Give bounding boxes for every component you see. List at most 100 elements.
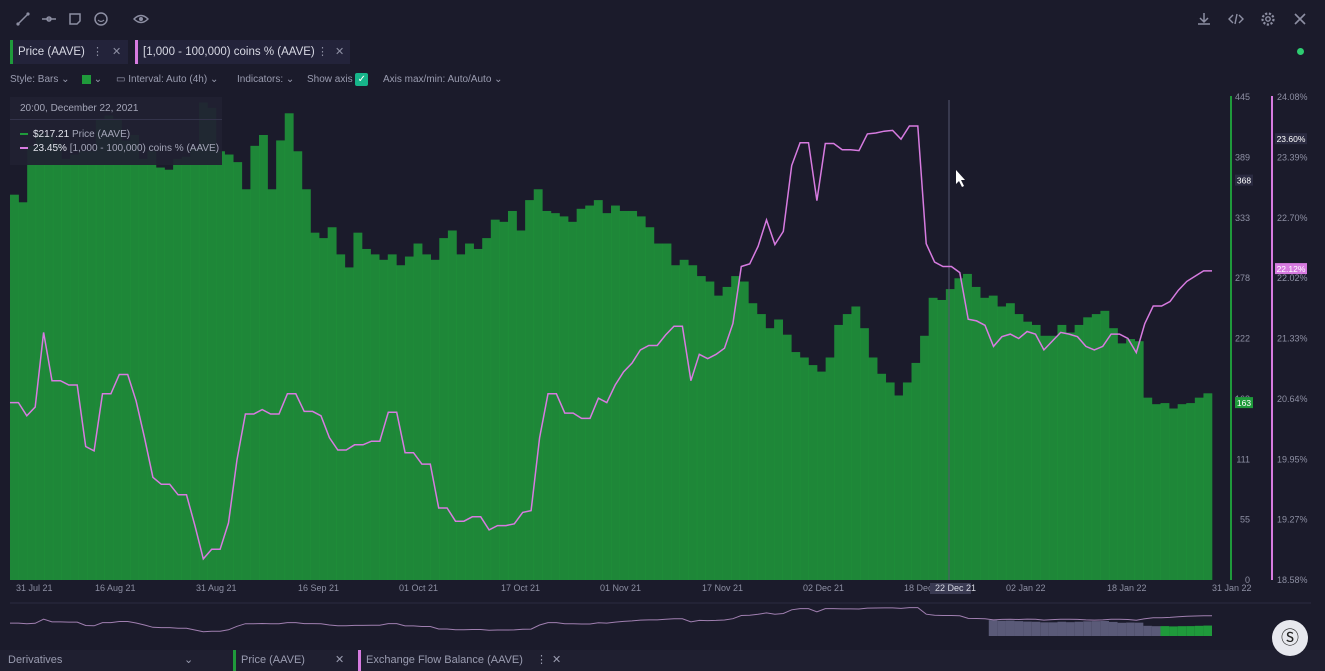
price-bar [619, 210, 629, 580]
price-bar [559, 216, 569, 580]
price-bar [808, 365, 818, 580]
chevron-down-icon[interactable]: ⌄ [184, 654, 194, 666]
price-bar [422, 254, 431, 580]
interval-label: Interval: Auto (4h) [128, 74, 208, 85]
tab-color-bar [135, 40, 138, 64]
left-axis-tick: 222 [1235, 334, 1250, 344]
note-icon[interactable] [66, 10, 84, 28]
x-axis-tick: 02 Dec 21 [803, 583, 844, 593]
price-bar [267, 189, 277, 580]
price-bar [1143, 397, 1153, 580]
close-icon[interactable]: ✕ [552, 654, 562, 666]
price-bar [1074, 324, 1084, 580]
price-bar [499, 221, 509, 580]
price-bar [868, 357, 878, 580]
tab-price[interactable]: Price (AAVE) ⋮ ✕ [10, 40, 128, 64]
price-bar [645, 227, 655, 580]
indicators-select[interactable]: Indicators: ⌄ [237, 74, 295, 85]
price-bar [276, 140, 286, 581]
price-bar [95, 118, 105, 581]
horizontal-line-icon[interactable] [40, 10, 58, 28]
price-bar [1005, 303, 1015, 580]
price-bar [1083, 317, 1093, 580]
left-axis-tick: 278 [1235, 273, 1250, 283]
show-axis-toggle[interactable]: Show axis ✓ [307, 72, 369, 88]
navigator-bar [1186, 626, 1195, 636]
left-axis-tick: 163 [1235, 394, 1250, 404]
bottom-tab-label: Exchange Flow Balance (AAVE) [366, 654, 523, 666]
right-axis-tick: 21.33% [1277, 334, 1308, 344]
price-bar [550, 213, 560, 580]
crosshair-date-box [930, 583, 971, 594]
legend-swatch [20, 133, 28, 136]
tooltip-value: $217.21 [33, 129, 70, 140]
price-bar [971, 286, 981, 580]
bottom-tab-flow[interactable]: Exchange Flow Balance (AAVE) [358, 650, 523, 671]
price-bar [87, 151, 97, 580]
interval-select[interactable]: ▭ Interval: Auto (4h) ⌄ [116, 74, 219, 85]
price-bar [662, 243, 672, 580]
price-bar [44, 134, 54, 581]
checkbox-checked-icon[interactable]: ✓ [355, 72, 369, 86]
right-axis-tick: 22.70% [1277, 213, 1308, 223]
price-bar [679, 259, 689, 580]
price-bar [954, 278, 964, 580]
close-icon[interactable]: ✕ [335, 654, 345, 666]
more-icon[interactable]: ⋮ [92, 46, 103, 58]
price-bar [465, 243, 474, 580]
price-bar [130, 134, 140, 581]
right-axis-highlight [1275, 263, 1307, 275]
navigator-bar [1126, 622, 1135, 636]
price-bar [516, 230, 526, 580]
style-select[interactable]: Style: Bars ⌄ [10, 74, 70, 85]
tab-label: Price (AAVE) [18, 46, 85, 58]
navigator-bar [1023, 621, 1032, 636]
price-bar [817, 371, 826, 580]
navigator-bar [1040, 622, 1049, 636]
emoji-icon[interactable] [92, 10, 110, 28]
tooltip-value: 23.45% [33, 143, 67, 154]
assistant-button[interactable]: Ⓢ [1272, 620, 1308, 656]
price-bar [731, 276, 741, 580]
close-icon[interactable]: ✕ [335, 46, 345, 58]
price-bar [456, 254, 466, 580]
price-bar [336, 254, 346, 580]
price-bar [791, 352, 801, 580]
tab-holders[interactable]: [1,000 - 100,000) coins % (AAVE) ⋮ ✕ [135, 40, 350, 64]
price-bar [70, 154, 79, 580]
calendar-icon: ▭ [116, 74, 126, 85]
navigator-bar [1203, 625, 1212, 636]
axis-maxmin-select[interactable]: Axis max/min: Auto/Auto ⌄ [383, 74, 503, 85]
price-bar [104, 115, 114, 580]
bottom-tab-price[interactable]: Price (AAVE) [233, 650, 305, 671]
close-icon[interactable]: ✕ [112, 46, 122, 58]
price-bar [1048, 335, 1058, 580]
price-bar [379, 259, 389, 580]
download-icon[interactable] [1195, 10, 1213, 28]
price-bar [1091, 314, 1101, 580]
close-icon[interactable] [1291, 10, 1309, 28]
left-axis-tick: 389 [1235, 152, 1250, 162]
more-icon[interactable]: ⋮ [536, 654, 547, 666]
navigator-bar [997, 620, 1006, 636]
gear-icon[interactable] [1259, 10, 1277, 28]
price-bar [121, 140, 131, 581]
price-bar [10, 194, 19, 580]
logo-icon: Ⓢ [1281, 628, 1299, 648]
x-axis-tick: 01 Nov 21 [600, 583, 641, 593]
navigator-bar [1031, 621, 1041, 636]
price-bar [207, 107, 217, 580]
navigator-bar [1014, 621, 1024, 636]
code-icon[interactable] [1227, 10, 1245, 28]
tooltip-row-price: $217.21 Price (AAVE) [20, 129, 130, 140]
eye-icon[interactable] [132, 10, 150, 28]
price-bar [396, 265, 406, 580]
x-axis-tick: 31 Jul 21 [16, 583, 53, 593]
color-select[interactable]: ⌄ [82, 72, 102, 88]
more-icon[interactable]: ⋮ [317, 46, 328, 58]
derivatives-menu[interactable]: Derivatives [8, 650, 62, 671]
price-bar [198, 102, 208, 581]
price-bar [1014, 314, 1024, 580]
line-tool-icon[interactable] [14, 10, 32, 28]
navigator-bar [1005, 620, 1015, 636]
